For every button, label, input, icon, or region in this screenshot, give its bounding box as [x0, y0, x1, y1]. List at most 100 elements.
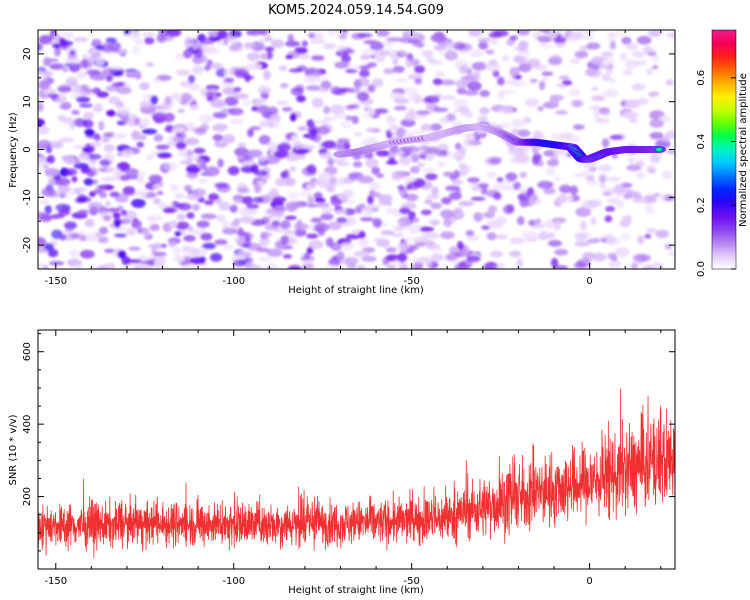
spectrogram-cell	[79, 249, 95, 259]
spectrogram-cell	[581, 200, 598, 210]
spectrogram-cell	[178, 148, 195, 158]
snr-axes: -150 -100 -50 0 200 400 600	[22, 330, 675, 587]
spectrogram-cell	[399, 155, 411, 166]
spectrogram-cell	[605, 237, 621, 246]
spectrogram-cell	[242, 196, 253, 205]
spectrogram-cell	[621, 36, 632, 45]
spectrogram-cell	[74, 264, 83, 269]
spectrogram-cell	[535, 235, 551, 240]
spectrogram-cell	[396, 242, 411, 251]
spectrogram-cell	[400, 118, 416, 127]
spectrogram-cell	[311, 97, 324, 108]
spectrogram-cell	[593, 109, 601, 119]
spectrogram-cell	[537, 106, 544, 112]
spectrogram-cell	[452, 41, 466, 51]
spectrogram-cell	[569, 31, 584, 40]
spectrogram-cell	[334, 61, 349, 69]
spectrogram-cell	[84, 128, 95, 136]
spectrogram-cell	[182, 49, 193, 59]
spectrogram-cell	[259, 237, 271, 247]
spectrogram-cell	[667, 251, 675, 257]
spectrogram-cell	[288, 68, 303, 73]
spectrogram-cell	[340, 120, 352, 129]
spectrogram-cell	[451, 210, 465, 220]
spectrogram-cell	[344, 256, 359, 266]
spectrogram-cell	[47, 93, 59, 99]
spectrogram-cell	[166, 30, 182, 37]
spectrogram-cell	[187, 225, 194, 232]
spectrogram-cell	[516, 30, 530, 36]
spectrogram-cell	[52, 43, 61, 49]
spectrogram-cell	[307, 195, 315, 205]
spectrogram-cell	[383, 68, 396, 75]
spectrogram-cell	[437, 161, 446, 168]
spectrogram-cell	[39, 199, 50, 205]
spectrogram-cell	[263, 70, 271, 80]
spectrogram-cell	[237, 250, 253, 256]
x-tick-label: -100	[222, 576, 245, 587]
snr-frame	[37, 329, 676, 570]
spectrogram-cell	[359, 69, 370, 78]
spectrogram-xlabel: Height of straight line (km)	[288, 285, 424, 296]
spectrogram-cell	[599, 182, 606, 189]
spectrogram-cell	[376, 173, 385, 178]
spectrogram-cell	[293, 223, 310, 230]
spectrogram-cell	[380, 230, 395, 236]
spectrogram-cell	[114, 233, 128, 238]
spectrogram-cell	[194, 127, 207, 135]
spectrogram-cell	[509, 66, 520, 77]
spectrogram-cell	[98, 226, 109, 235]
spectrogram-cell	[256, 180, 266, 186]
spectrogram-cell	[306, 164, 317, 174]
spectrogram-cell	[242, 209, 259, 216]
spectrogram-cell	[186, 212, 195, 219]
spectrogram-cell	[308, 32, 316, 39]
spectrogram-cell	[447, 113, 456, 122]
spectrogram-cell	[499, 123, 511, 129]
spectrogram-cell	[254, 97, 265, 107]
spectrogram-cell	[393, 105, 407, 111]
spectrogram-cell	[408, 211, 416, 219]
spectrogram-cell	[112, 171, 122, 181]
spectrogram-cell	[299, 190, 313, 198]
spectrogram-cell	[186, 156, 193, 166]
spectrogram-cell	[326, 30, 337, 37]
spectrogram-cell	[528, 219, 536, 226]
spectrogram-cell	[619, 219, 631, 228]
spectrogram-cell	[345, 199, 356, 205]
spectrogram-cell	[327, 221, 342, 231]
spectrogram-cell	[199, 37, 215, 45]
spectrogram-cell	[624, 189, 637, 199]
spectrogram-cell	[492, 30, 509, 37]
spectrogram-cell	[569, 58, 582, 64]
spectrogram-cell	[153, 183, 160, 191]
spectrogram-cell	[664, 195, 675, 202]
spectrogram-cell	[327, 157, 335, 166]
spectrogram-cell	[653, 192, 661, 198]
spectrogram-cell	[210, 253, 223, 262]
spectrogram-cell	[625, 43, 639, 51]
y-tick-label: 400	[22, 415, 33, 434]
spectrogram-cell	[315, 202, 330, 208]
spectrogram-cell	[254, 264, 262, 269]
spectrogram-cell	[458, 163, 467, 170]
spectrogram-cell	[336, 217, 348, 224]
spectrogram-cell	[317, 226, 325, 236]
spectrogram-cell	[260, 52, 269, 61]
spectrogram-cell	[273, 150, 289, 158]
spectrogram-cell	[449, 173, 457, 181]
spectrogram-cell	[598, 63, 608, 69]
spectrogram-cell	[650, 155, 661, 164]
spectrogram-cell	[301, 40, 308, 47]
spectrogram-cell	[57, 208, 71, 216]
spectrogram-cell	[434, 70, 446, 78]
spectrogram-cell	[94, 232, 103, 238]
spectrogram-cell	[95, 265, 109, 269]
spectrogram-cell	[510, 118, 526, 128]
spectrogram-cell	[325, 237, 334, 248]
spectrogram-cell	[328, 176, 337, 186]
spectrogram-cell	[150, 95, 158, 105]
spectrogram-cell	[153, 75, 161, 86]
spectrogram-cell	[393, 225, 405, 232]
